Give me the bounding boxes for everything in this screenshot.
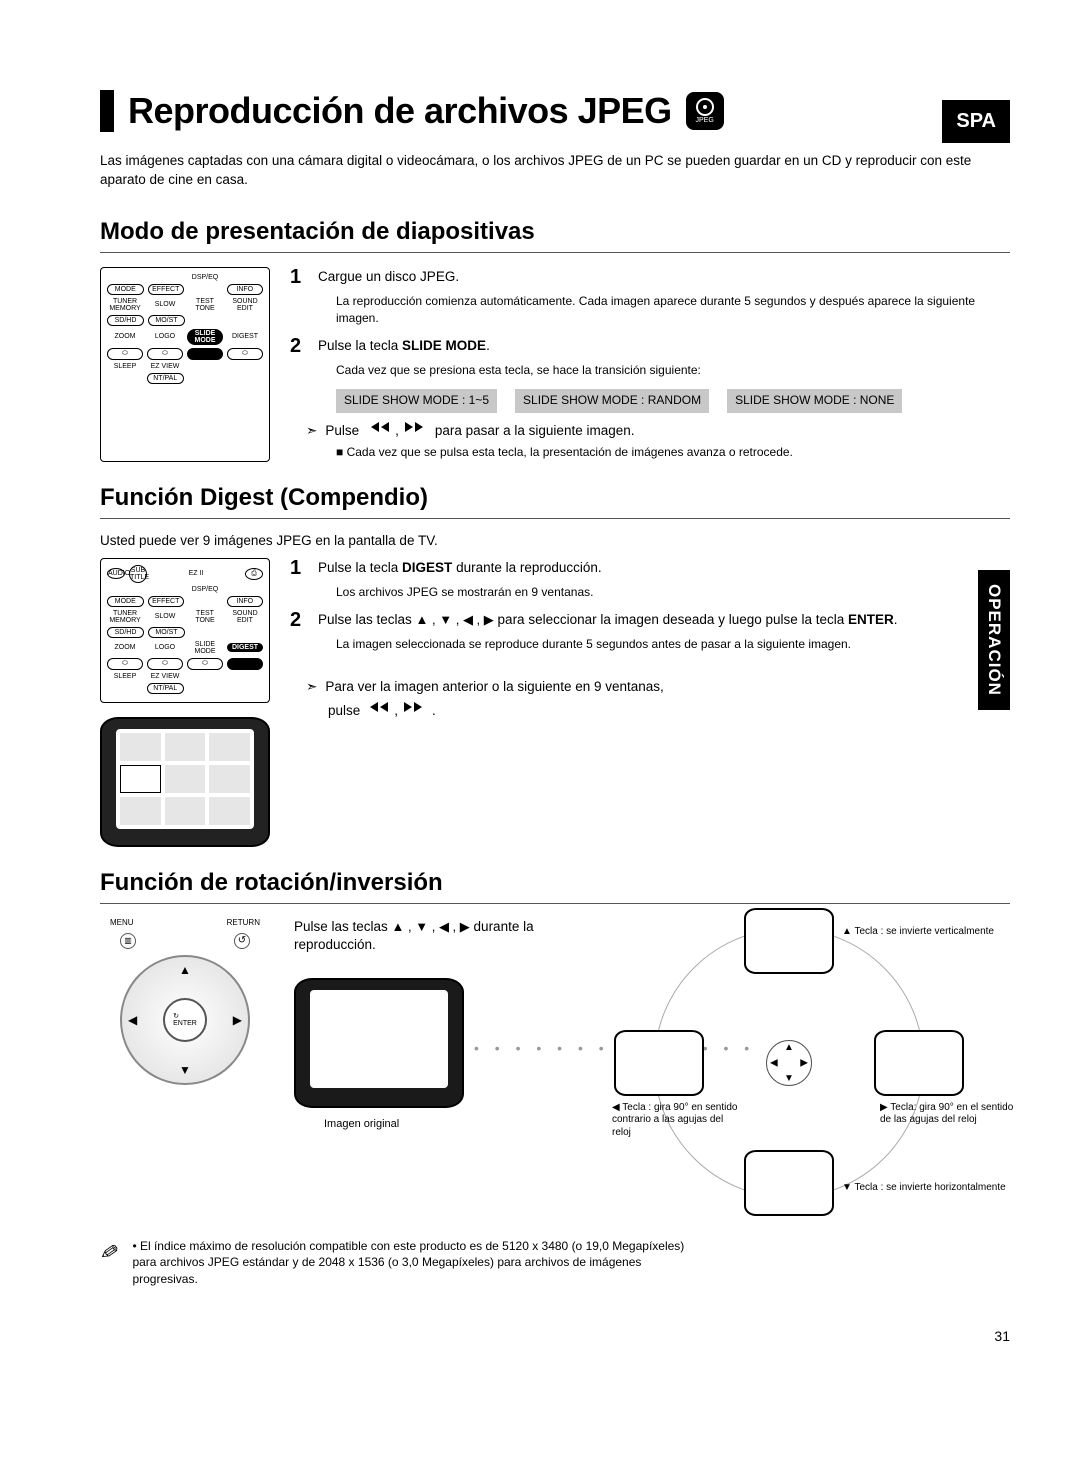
result-left-icon — [614, 1030, 704, 1096]
pencil-note-icon: ✎ — [97, 1236, 121, 1270]
original-image-label: Imagen original — [324, 1118, 399, 1130]
digest-intro: Usted puede ver 9 imágenes JPEG en la pa… — [100, 533, 1010, 548]
caption-up: ▲ Tecla : se invierte verticalmente — [842, 926, 1022, 939]
slide-step-2: 2 Pulse la tecla SLIDE MODE. — [290, 336, 1010, 356]
skip-prev-next-icon: , — [366, 701, 426, 721]
result-up-icon — [744, 908, 834, 974]
heading-digest: Función Digest (Compendio) — [100, 484, 1010, 519]
slide-mode-chips: SLIDE SHOW MODE : 1~5 SLIDE SHOW MODE : … — [336, 389, 1010, 412]
slide-skip-line: ➣ Pulse , para pasar a la siguiente imag… — [306, 421, 1010, 441]
result-down-icon — [744, 1150, 834, 1216]
rotation-diagram: Pulse las teclas ▲ , ▼ , ◀ , ▶ durante l… — [294, 918, 1010, 1218]
digest-step-2-sub: La imagen seleccionada se reproduce dura… — [336, 636, 1010, 653]
page-number: 31 — [100, 1328, 1010, 1344]
skip-prev-next-icon: , — [367, 421, 427, 441]
caption-right: ▶ Tecla: gira 90° en el sentido de las a… — [880, 1102, 1020, 1127]
slide-step-1-sub: La reproducción comienza automáticamente… — [336, 293, 1010, 327]
result-right-icon — [874, 1030, 964, 1096]
slide-step-1: 1 Cargue un disco JPEG. — [290, 267, 1010, 287]
intro-paragraph: Las imágenes captadas con una cámara dig… — [100, 152, 1010, 190]
rotation-instruction: Pulse las teclas ▲ , ▼ , ◀ , ▶ durante l… — [294, 918, 574, 956]
section-tab: OPERACIÓN — [978, 570, 1010, 710]
digest-step-1: 1 Pulse la tecla DIGEST durante la repro… — [290, 558, 1010, 578]
remote-diagram-slide: DSP/EQ MODEEFFECTINFO TUNER MEMORYSLOWTE… — [100, 267, 270, 462]
jpeg-disc-icon: JPEG — [686, 92, 724, 130]
footnote: ✎ • El índice máximo de resolución compa… — [100, 1238, 1010, 1288]
heading-rotation: Función de rotación/inversión — [100, 869, 1010, 904]
heading-slide-mode: Modo de presentación de diapositivas — [100, 218, 1010, 253]
digest-step-1-sub: Los archivos JPEG se mostrarán en 9 vent… — [336, 584, 1010, 601]
original-image-icon — [294, 978, 464, 1108]
page-title: Reproducción de archivos JPEG — [128, 90, 672, 132]
language-badge: SPA — [942, 100, 1010, 143]
slide-step-2-sub: Cada vez que se presiona esta tecla, se … — [336, 362, 1010, 379]
mini-dpad-icon: ▲▼◀▶ — [766, 1040, 812, 1086]
caption-down: ▼ Tecla : se invierte horizontalmente — [842, 1182, 1042, 1195]
tv-9-window-diagram — [100, 717, 270, 847]
title-accent-bar — [100, 90, 114, 132]
slide-bullet: ■ Cada vez que se pulsa esta tecla, la p… — [336, 444, 1010, 461]
dpad-diagram: MENURETURN ▥↺ ▲▼◀▶ ↻ENTER — [100, 918, 270, 1085]
caption-left: ◀ Tecla : gira 90° en sentido contrario … — [612, 1102, 742, 1140]
remote-diagram-digest: AUDIOSUB TITLEEZ II⎙ DSP/EQ MODEEFFECTIN… — [100, 558, 270, 703]
digest-step-2: 2 Pulse las teclas ▲ , ▼ , ◀ , ▶ para se… — [290, 610, 1010, 630]
digest-skip-line: ➣ Para ver la imagen anterior o la sigui… — [306, 677, 1010, 697]
page-title-row: Reproducción de archivos JPEG JPEG — [100, 90, 1010, 132]
